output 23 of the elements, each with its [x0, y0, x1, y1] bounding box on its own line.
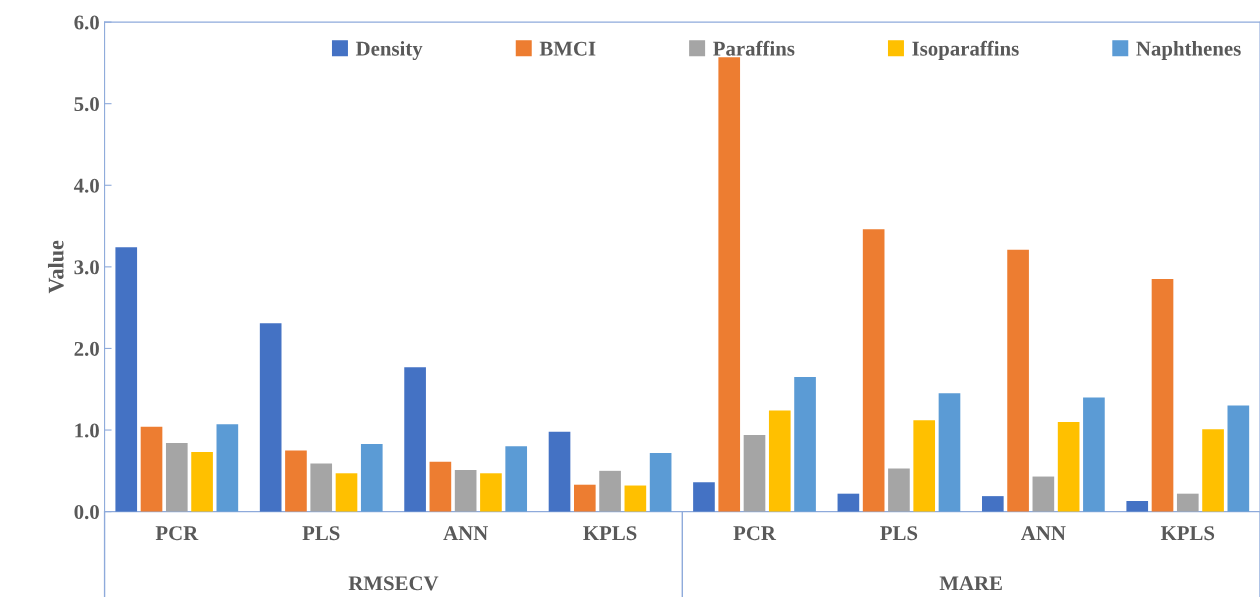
y-tick-label: 4.0 — [73, 178, 99, 193]
y-tick-label: 6.0 — [74, 15, 99, 30]
text: MARE — [939, 576, 1002, 591]
x-tick-label: ANN — [443, 526, 488, 540]
legend-label: Density — [355, 41, 423, 60]
x-tick-label: PLS — [302, 526, 340, 541]
x-tick-label: ANN — [1021, 526, 1066, 540]
y-tick-label: 5.0 — [74, 97, 99, 112]
legend-label: BMCI — [539, 41, 596, 56]
y-axis-title: Value — [47, 240, 64, 294]
legend-label: Paraffins — [713, 40, 795, 56]
x-tick-label: PCR — [155, 526, 199, 541]
y-tick-label: 0.0 — [74, 505, 99, 520]
x-tick-label: KPLS — [1160, 526, 1215, 541]
x-tick-label: PCR — [733, 526, 777, 541]
x-tick-label: KPLS — [583, 526, 637, 541]
y-tick-label: 3.0 — [74, 260, 99, 275]
y-tick-label: 1.0 — [75, 423, 99, 438]
text: RMSECV — [348, 576, 439, 591]
legend-label: Naphthenes — [1136, 41, 1241, 60]
legend-label: Isoparaffins — [912, 40, 1019, 60]
x-tick-label: PLS — [880, 526, 918, 541]
y-tick-label: 2.0 — [74, 341, 99, 356]
